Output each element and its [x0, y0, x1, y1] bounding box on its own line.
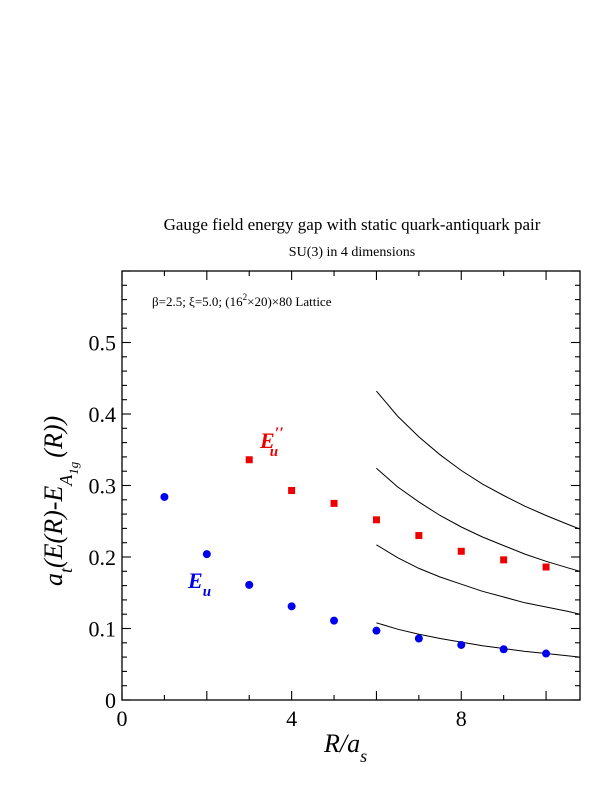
- series-label-eu-double-prime: E′′ u: [259, 425, 284, 460]
- y-axis-label-a: a: [39, 573, 68, 586]
- y-axis-label-expr: (E(R)-E: [39, 486, 68, 568]
- x-tick-label: 4: [286, 706, 297, 731]
- eu-label-main: E: [187, 568, 203, 593]
- y-tick-label: 0.2: [89, 545, 117, 570]
- y-tick-label: 0.5: [89, 331, 117, 356]
- data-point-series-2: [372, 516, 380, 524]
- eu-label-sub: u: [203, 584, 211, 600]
- y-tick-label: 0.4: [89, 402, 117, 427]
- data-point-series-1: [542, 649, 551, 658]
- chart-subtitle: SU(3) in 4 dimensions: [289, 245, 415, 260]
- data-point-series-2: [500, 556, 508, 564]
- data-point-series-1: [457, 640, 466, 649]
- data-point-series-1: [499, 645, 508, 654]
- data-point-series-1: [414, 634, 423, 643]
- fit-curve-3: [376, 467, 581, 572]
- plot-frame: [121, 270, 581, 701]
- data-point-series-1: [160, 492, 169, 501]
- data-point-series-1: [330, 616, 339, 625]
- data-point-series-1: [287, 602, 296, 611]
- y-axis-label-tail: (R)): [39, 416, 68, 458]
- data-point-series-2: [457, 547, 465, 555]
- fit-curve-4: [376, 390, 581, 530]
- data-point-series-1: [372, 626, 381, 635]
- eu2-label-sub: u: [270, 444, 278, 460]
- fit-curve-2: [376, 544, 581, 615]
- plot-layer: [160, 390, 581, 658]
- y-tick-label: 0.1: [89, 617, 117, 642]
- x-axis-label-main: R/a: [323, 729, 360, 758]
- x-axis-label: R/as: [323, 729, 367, 766]
- fit-curve-1: [376, 622, 581, 658]
- y-tick-label: 0.3: [89, 474, 117, 499]
- data-point-series-1: [245, 580, 254, 589]
- chart-title: Gauge field energy gap with static quark…: [164, 215, 541, 234]
- data-point-series-2: [330, 499, 338, 507]
- lattice-annotation-prefix: β=2.5; ξ=5.0; (16: [152, 294, 243, 309]
- data-point-series-2: [542, 563, 550, 571]
- y-axis-label-a-sub: t: [56, 567, 76, 573]
- x-tick-label: 0: [117, 706, 128, 731]
- axis-layer: 0 4 8 0 0.1 0.2 0.3 0.4 0.5: [89, 270, 581, 731]
- x-axis-label-sub: s: [360, 746, 367, 766]
- y-tick-label: 0: [105, 688, 116, 713]
- eu2-label-sup: ′′: [275, 425, 284, 442]
- x-tick-label: 8: [456, 706, 467, 731]
- data-point-series-2: [415, 532, 423, 540]
- eu2-label-main: E: [259, 428, 275, 453]
- lattice-annotation-suffix: ×20)×80 Lattice: [247, 294, 332, 309]
- y-axis-label: at(E(R)-EA1g (R)): [39, 416, 81, 586]
- data-point-series-1: [202, 550, 211, 559]
- data-point-series-2: [245, 456, 253, 464]
- series-label-eu: Eu: [187, 568, 211, 600]
- lattice-annotation-sup: 2: [243, 292, 248, 302]
- y-axis-label-expr-sub: A: [56, 474, 76, 487]
- data-point-series-2: [288, 487, 296, 495]
- lattice-annotation: β=2.5; ξ=5.0; (162×20)×80 Lattice: [152, 292, 332, 309]
- y-axis-label-expr-subsub: 1g: [66, 461, 81, 475]
